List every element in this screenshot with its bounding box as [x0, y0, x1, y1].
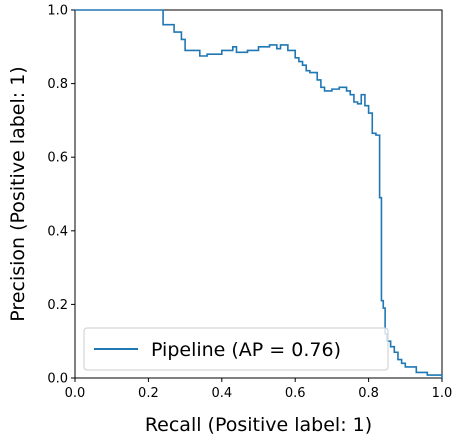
- y-axis-label: Precision (Positive label: 1): [7, 66, 29, 321]
- x-tick-label: 0.6: [285, 386, 306, 401]
- x-tick-label: 0.8: [358, 386, 379, 401]
- x-tick-label: 0.4: [211, 386, 232, 401]
- y-tick-label: 0.0: [47, 372, 68, 387]
- legend: Pipeline (AP = 0.76): [83, 327, 389, 371]
- y-axis-ticks: 0.0 0.2 0.4 0.6 0.8 1.0: [47, 4, 75, 387]
- y-tick-label: 0.4: [47, 224, 68, 239]
- axes-frame: [74, 9, 443, 379]
- x-tick-label: 0.0: [65, 386, 86, 401]
- x-tick-label: 0.2: [138, 386, 159, 401]
- y-tick-label: 0.8: [47, 77, 68, 92]
- x-axis-ticks: 0.0 0.2 0.4 0.6 0.8 1.0: [65, 378, 453, 401]
- x-axis-label: Recall (Positive label: 1): [145, 414, 372, 436]
- legend-box: [83, 327, 389, 371]
- legend-entry-label: Pipeline (AP = 0.76): [151, 339, 341, 361]
- pr-curve-line: [75, 9, 443, 378]
- y-tick-label: 1.0: [47, 4, 68, 19]
- x-tick-label: 1.0: [432, 386, 453, 401]
- plot-area: [74, 9, 443, 379]
- y-tick-label: 0.6: [47, 151, 68, 166]
- y-tick-label: 0.2: [47, 298, 68, 313]
